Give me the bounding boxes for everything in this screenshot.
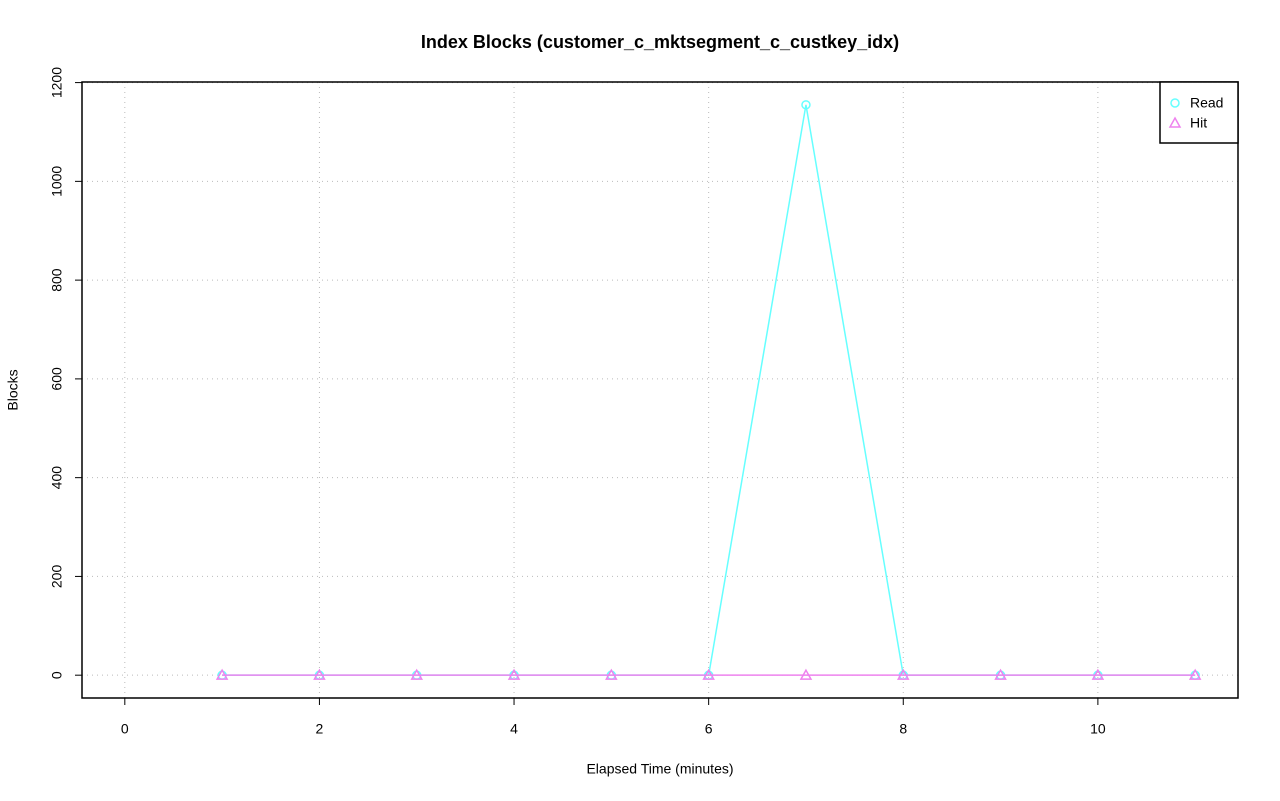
x-tick-label: 10 <box>1090 721 1106 737</box>
legend-label: Hit <box>1190 115 1207 131</box>
y-tick-label: 400 <box>49 466 65 490</box>
point <box>896 668 910 680</box>
x-tick-label: 2 <box>316 721 324 737</box>
x-tick-label: 6 <box>705 721 713 737</box>
legend-box <box>1159 81 1239 144</box>
y-axis-label: Blocks <box>5 369 21 410</box>
plot-frame <box>81 81 1239 699</box>
legend-label: Read <box>1190 95 1223 111</box>
point <box>1188 668 1202 680</box>
point <box>702 668 715 680</box>
y-tick-label: 1000 <box>49 166 65 197</box>
legend-marker <box>1168 116 1182 128</box>
x-axis-label: Elapsed Time (minutes) <box>586 761 733 777</box>
point <box>215 668 229 680</box>
legend-marker <box>1170 98 1180 108</box>
y-tick-label: 600 <box>49 367 65 391</box>
point <box>410 668 424 680</box>
point <box>801 100 811 110</box>
point <box>313 668 326 680</box>
point <box>1091 668 1105 680</box>
x-tick-label: 4 <box>510 721 518 737</box>
point <box>507 668 521 680</box>
point <box>605 668 618 680</box>
point <box>994 668 1007 680</box>
point <box>799 668 813 680</box>
y-tick-label: 800 <box>49 268 65 292</box>
y-tick-label: 0 <box>49 671 65 679</box>
x-tick-label: 0 <box>121 721 129 737</box>
series-line <box>222 104 1196 676</box>
y-tick-label: 1200 <box>49 67 65 98</box>
chart-title: Index Blocks (customer_c_mktsegment_c_cu… <box>421 32 899 52</box>
x-tick-label: 8 <box>899 721 907 737</box>
y-tick-label: 200 <box>49 565 65 589</box>
